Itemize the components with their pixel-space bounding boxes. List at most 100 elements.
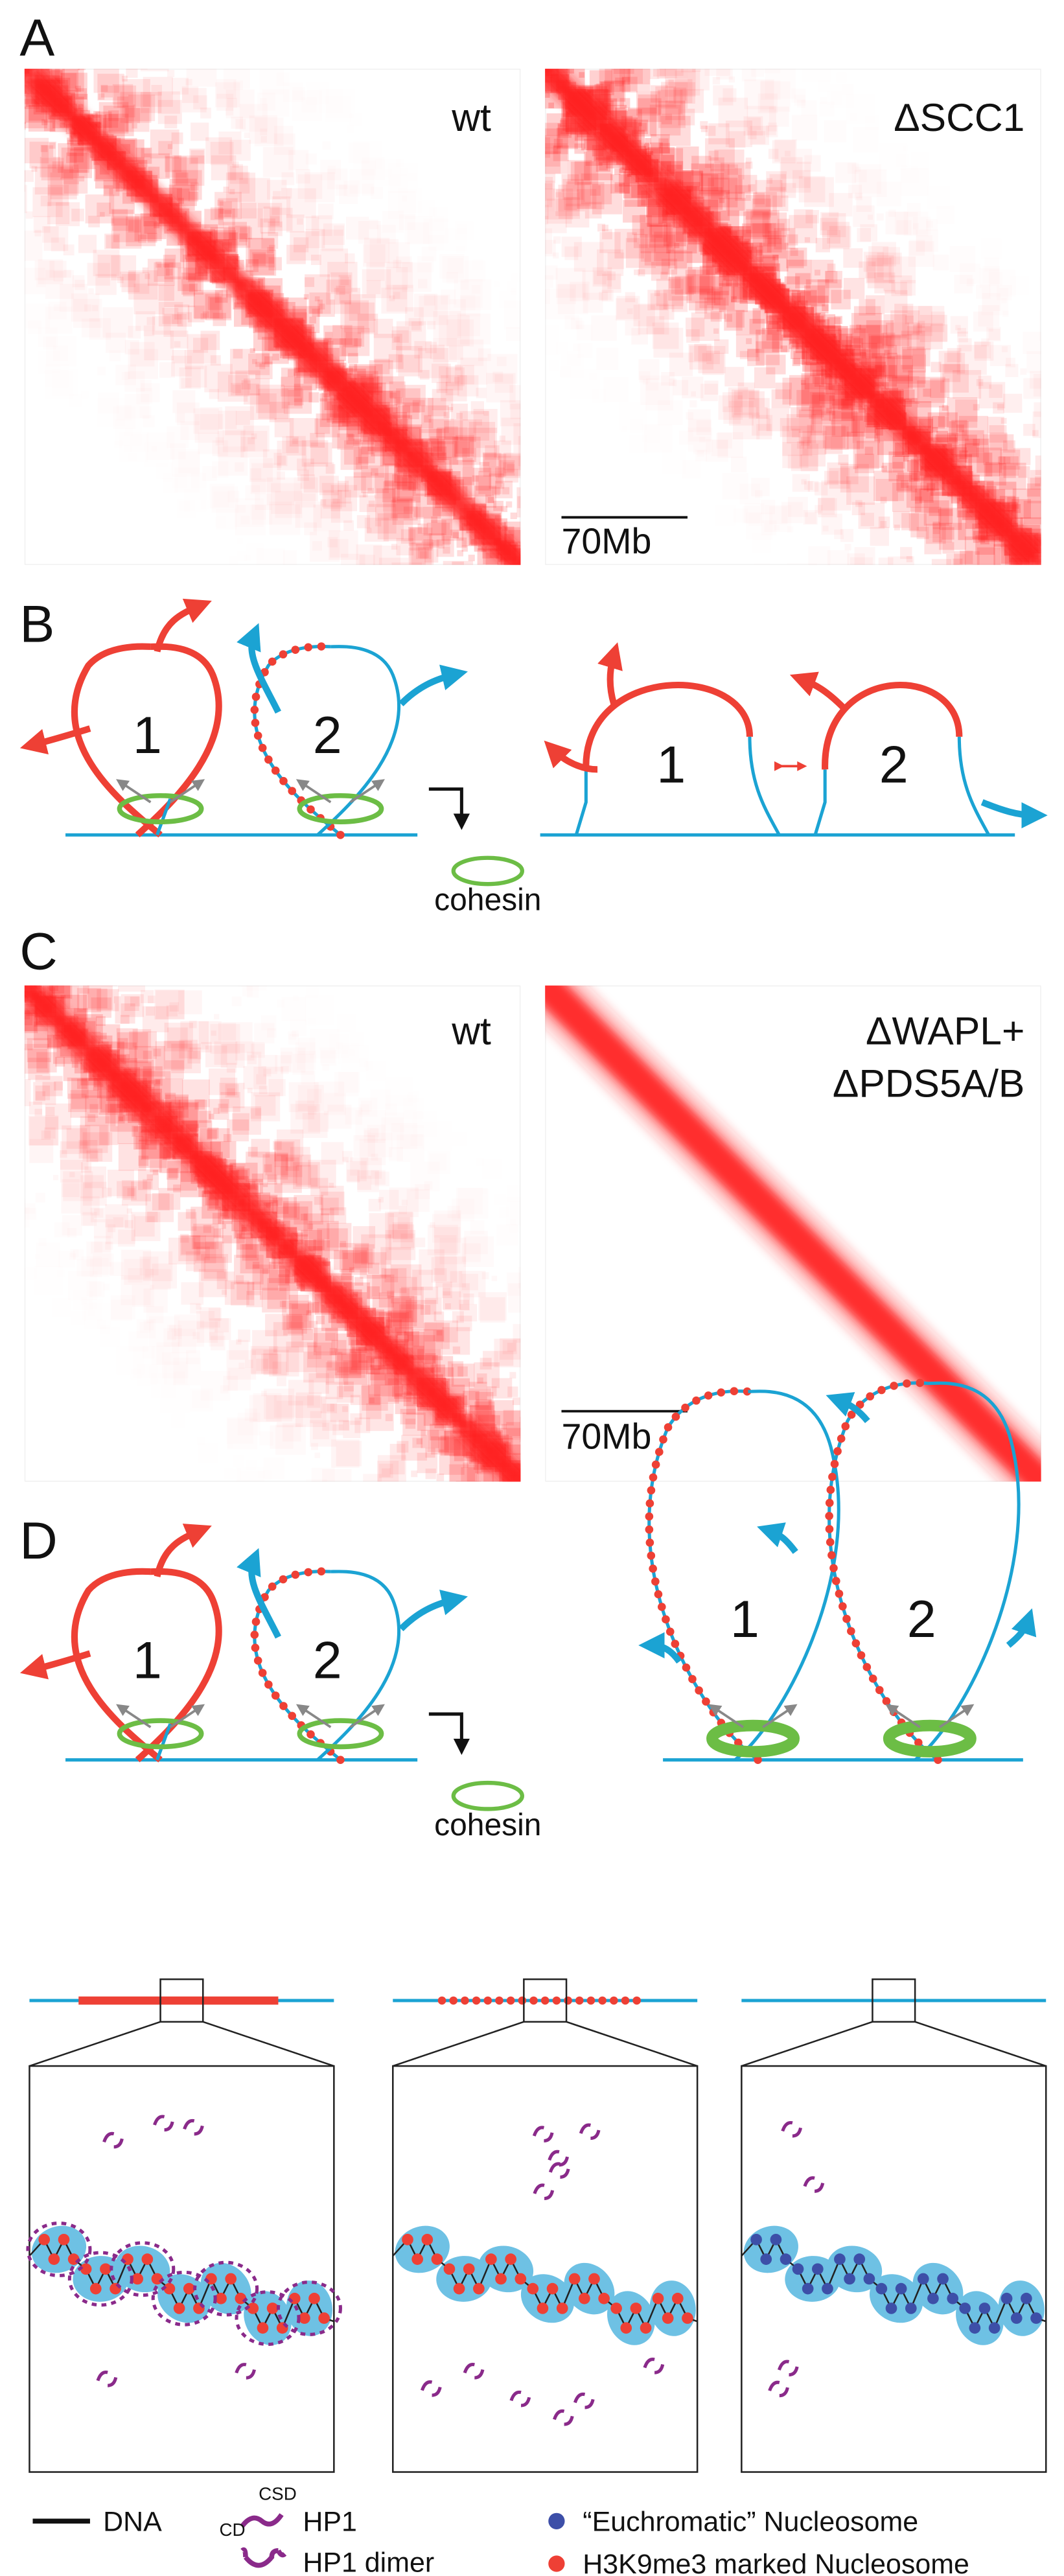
contact [650, 142, 663, 156]
contact [373, 318, 393, 338]
contact [944, 353, 966, 374]
contact [456, 413, 463, 419]
contact [491, 487, 500, 496]
contact [513, 1439, 521, 1467]
contact [315, 1453, 320, 1458]
contact [218, 198, 238, 218]
contact [5, 1126, 16, 1137]
contact [435, 428, 446, 438]
contact [334, 288, 360, 314]
contact [395, 638, 408, 651]
contact [1023, 500, 1041, 525]
contact [283, 1316, 303, 1336]
contact [545, 82, 550, 98]
contact [596, 83, 604, 91]
contact [874, 272, 896, 294]
contact [618, 174, 632, 187]
contact [556, 342, 569, 354]
contact [969, 728, 988, 747]
contact [470, 1220, 485, 1235]
contact [323, 390, 330, 398]
contact [421, 1430, 439, 1448]
contact [409, 542, 432, 565]
contact [1023, 332, 1045, 354]
contact [903, 456, 909, 462]
contact [686, 274, 715, 303]
contact [185, 349, 204, 369]
contact [498, 667, 503, 673]
contact [233, 349, 243, 359]
contact [546, 173, 556, 183]
contact [838, 333, 853, 347]
contact [158, 1188, 181, 1210]
contact [176, 940, 183, 947]
contact [756, 407, 768, 419]
contact [86, 1150, 98, 1163]
contact [332, 410, 345, 423]
contact [35, 1085, 51, 1100]
contact [1026, 564, 1041, 565]
contact [853, 205, 875, 227]
contact [263, 206, 280, 223]
contact [312, 1422, 330, 1439]
contact [140, 69, 169, 72]
contact [389, 1459, 405, 1475]
contact [353, 600, 369, 616]
contact [461, 1467, 476, 1481]
contact [638, 122, 647, 132]
contact [301, 1071, 316, 1085]
contact [205, 137, 232, 164]
contact [607, 275, 621, 290]
contact [700, 187, 723, 210]
contact [480, 1358, 492, 1370]
contact [340, 448, 362, 470]
contact [467, 428, 497, 458]
contact [729, 76, 735, 82]
contact [239, 233, 248, 242]
contact [483, 454, 507, 477]
contact [338, 588, 358, 609]
contact [923, 388, 932, 397]
contact [276, 1197, 297, 1218]
contact [669, 353, 693, 377]
contact [178, 990, 202, 1015]
contact [154, 837, 170, 854]
contact [419, 428, 443, 452]
contact [1, 1060, 12, 1070]
contact [774, 227, 796, 249]
contact [200, 313, 207, 319]
contact [143, 1179, 153, 1189]
contact [89, 1104, 98, 1113]
contact [827, 462, 849, 484]
contact [990, 566, 1012, 588]
contact [671, 296, 688, 312]
contact [901, 331, 925, 355]
contact [614, 69, 634, 74]
contact [503, 1410, 521, 1439]
contact [227, 1417, 253, 1444]
contact [506, 659, 514, 667]
contact [748, 391, 765, 408]
contact [243, 378, 270, 405]
contact [765, 223, 785, 243]
contact [227, 164, 243, 180]
contact [227, 172, 250, 194]
contact [673, 87, 687, 101]
contact [235, 1041, 255, 1061]
contact [288, 1295, 309, 1315]
contact [655, 43, 678, 65]
contact [853, 306, 881, 333]
contact [452, 561, 464, 565]
contact [955, 399, 978, 422]
contact [428, 235, 444, 251]
contact [902, 389, 915, 402]
contact [1005, 364, 1019, 377]
contact [117, 96, 129, 108]
contact [663, 289, 684, 310]
contact [243, 1066, 266, 1089]
contact [503, 452, 521, 470]
contact [124, 1102, 130, 1109]
contact [177, 46, 184, 53]
contact [462, 448, 477, 462]
contact [600, 82, 614, 96]
